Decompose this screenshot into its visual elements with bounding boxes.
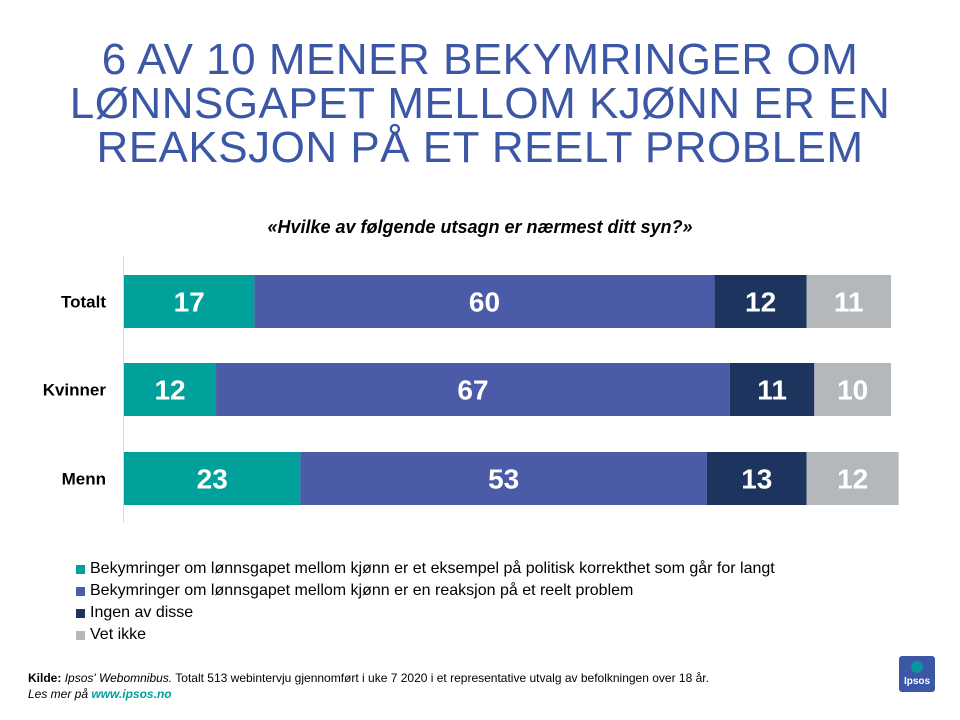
category-label: Menn [62, 470, 106, 489]
bar-segment [124, 452, 301, 505]
data-label: 67 [457, 375, 488, 406]
legend-swatch [76, 564, 85, 574]
legend-label: Ingen av disse [90, 604, 194, 621]
ipsos-link[interactable]: www.ipsos.no [91, 687, 172, 701]
bar-segment [706, 452, 807, 505]
source-label: Kilde: [28, 671, 62, 685]
data-label: 23 [197, 464, 228, 495]
data-label: 11 [834, 287, 864, 318]
bar-segment [254, 275, 715, 328]
legend-swatch [76, 586, 85, 596]
data-label: 11 [757, 375, 787, 406]
data-label: 13 [741, 464, 772, 495]
bar-segment [714, 275, 807, 328]
bar-segment [124, 275, 255, 328]
category-label: Kvinner [43, 381, 107, 400]
bar-segment [124, 363, 217, 416]
data-label: 60 [469, 287, 500, 318]
data-label: 10 [837, 375, 868, 406]
legend-item: Ingen av disse [76, 602, 775, 624]
bar-segment [806, 275, 891, 328]
title-line-2: LØNNSGAPET MELLOM KJØNN ER EN [69, 79, 891, 128]
legend-item: Bekymringer om lønnsgapet mellom kjønn e… [76, 580, 775, 602]
logo-mark-icon [911, 661, 923, 673]
category-label: Totalt [61, 293, 106, 312]
ipsos-logo: Ipsos [899, 656, 935, 692]
legend-swatch [76, 608, 85, 618]
bar-segment [814, 363, 891, 416]
stacked-bar-chart: Totalt 17 60 12 11 Kvinner 12 67 11 10 Menn 23 53 13 1… [43, 256, 899, 523]
bar-segment [729, 363, 815, 416]
legend-label: Bekymringer om lønnsgapet mellom kjønn e… [90, 582, 634, 599]
source-publication: Ipsos' Webomnibus. [64, 671, 173, 685]
title-line-1: 6 AV 10 MENER BEKYMRINGER OM [101, 35, 859, 84]
data-label: 53 [488, 464, 519, 495]
bar-segment [806, 452, 899, 505]
chart-title: 6 AV 10 MENER BEKYMRINGER OM LØNNSGAPET … [40, 38, 920, 170]
data-label: 17 [174, 287, 205, 318]
legend-swatch [76, 630, 85, 640]
data-label: 12 [154, 375, 185, 406]
title-line-3: REAKSJON PÅ ET REELT PROBLEM [96, 123, 864, 172]
read-more-prefix: Les mer på [28, 687, 89, 701]
legend-item: Vet ikke [76, 624, 775, 646]
legend-label: Bekymringer om lønnsgapet mellom kjønn e… [90, 560, 775, 577]
data-label: 12 [837, 464, 868, 495]
legend: Bekymringer om lønnsgapet mellom kjønn e… [76, 558, 775, 646]
source-note: Kilde: Ipsos' Webomnibus. Totalt 513 web… [28, 670, 878, 702]
logo-text: Ipsos [903, 676, 931, 687]
legend-label: Vet ikke [90, 626, 147, 643]
legend-item: Bekymringer om lønnsgapet mellom kjønn e… [76, 558, 775, 580]
chart-subtitle: «Hvilke av følgende utsagn er nærmest di… [267, 217, 693, 237]
bar-segment [216, 363, 730, 416]
data-label: 12 [745, 287, 776, 318]
source-text: Totalt 513 webintervju gjennomført i uke… [175, 671, 709, 685]
bar-segment [300, 452, 707, 505]
